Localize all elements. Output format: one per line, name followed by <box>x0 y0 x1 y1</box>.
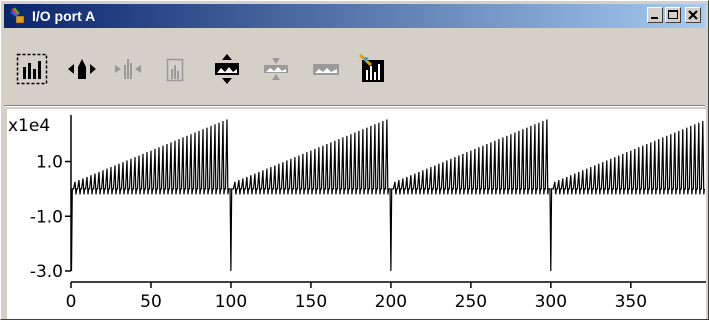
toolbar-separator <box>4 105 705 107</box>
x-tick-label: 100 <box>215 292 247 312</box>
plot-area[interactable]: x1e4 1.0 -1.0 -3.0 0 50 100 150 200 250 300 350 <box>7 109 706 319</box>
expand-vertical-button[interactable] <box>211 53 243 85</box>
signal-chart[interactable]: x1e4 1.0 -1.0 -3.0 0 50 100 150 200 250 300 350 <box>7 109 706 319</box>
x-tick-label: 150 <box>295 292 327 312</box>
expand-horizontal-icon <box>68 59 96 79</box>
x-tick-label: 200 <box>375 292 407 312</box>
x-tick-label: 350 <box>615 292 647 312</box>
y-tick-label: -1.0 <box>30 207 63 227</box>
expand-vertical-icon <box>215 54 239 84</box>
x-tick-label: 250 <box>455 292 487 312</box>
bar-chart-select-icon <box>16 53 48 85</box>
compress-horizontal-button[interactable] <box>112 53 144 85</box>
compress-vertical-icon <box>264 58 288 80</box>
maximize-icon <box>668 10 678 19</box>
close-icon <box>688 10 698 20</box>
window-title: I/O port A <box>32 8 96 24</box>
fit-vertical-button[interactable] <box>310 53 342 85</box>
chart-edit-icon <box>358 53 384 82</box>
x-tick-label: 0 <box>66 292 77 312</box>
signal-series-line <box>70 119 705 272</box>
compress-horizontal-icon <box>115 59 141 79</box>
maximize-button[interactable] <box>665 7 681 23</box>
title-bar[interactable]: I/O port A <box>4 4 705 28</box>
fit-horizontal-icon <box>166 58 184 82</box>
minimize-icon <box>651 17 658 19</box>
y-scale-label: x1e4 <box>8 116 50 136</box>
fit-horizontal-button[interactable] <box>159 53 191 85</box>
app-icon <box>10 7 28 25</box>
y-tick-label: -3.0 <box>30 262 63 282</box>
y-tick-label: 1.0 <box>36 153 63 173</box>
expand-horizontal-button[interactable] <box>66 53 98 85</box>
fit-vertical-icon <box>313 64 339 75</box>
minimize-button[interactable] <box>647 7 663 23</box>
chart-edit-button[interactable] <box>357 53 389 85</box>
bar-chart-select-button[interactable] <box>16 53 48 85</box>
compress-vertical-button[interactable] <box>260 53 292 85</box>
x-tick-label: 50 <box>140 292 162 312</box>
toolbar <box>4 31 705 105</box>
close-button[interactable] <box>685 7 701 23</box>
x-tick-label: 300 <box>535 292 567 312</box>
